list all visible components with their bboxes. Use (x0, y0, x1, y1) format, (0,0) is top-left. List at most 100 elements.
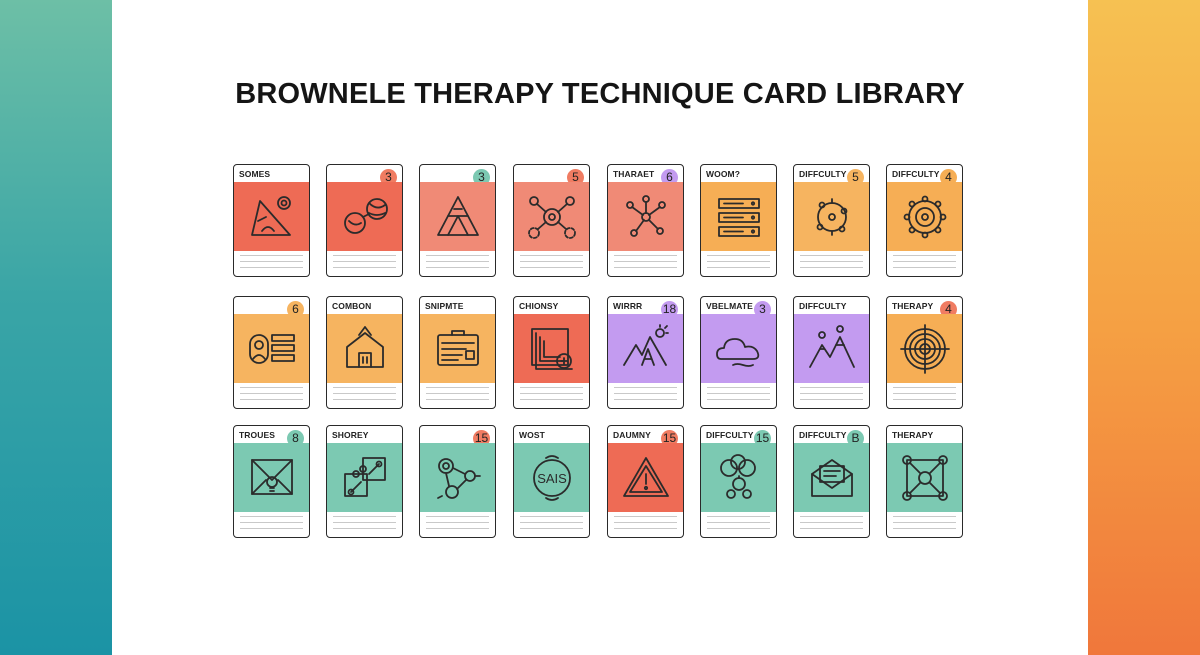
technique-card[interactable]: WIRRR 18 (607, 296, 684, 409)
card-text-lines (426, 511, 489, 529)
card-text-lines (240, 382, 303, 400)
difficulty-badge: 4 (940, 301, 957, 318)
card-header: THARAET 6 (608, 165, 683, 186)
text-line (426, 267, 489, 268)
text-line (614, 255, 677, 256)
technique-card[interactable]: DIFFCULTY 15 (700, 425, 777, 538)
card-label: CHIONSY (519, 301, 559, 311)
mountain-peaks-icon (808, 324, 855, 368)
text-line (333, 516, 396, 517)
technique-card[interactable]: WOOM? (700, 164, 777, 277)
technique-card[interactable]: CHIONSY (513, 296, 590, 409)
technique-card[interactable]: DIFFCULTY B (793, 425, 870, 538)
text-line (520, 393, 583, 394)
technique-card[interactable]: THERAPY 4 (886, 296, 963, 409)
text-line (240, 261, 303, 262)
technique-card[interactable]: 3 (419, 164, 496, 277)
text-line (520, 522, 583, 523)
text-line (333, 261, 396, 262)
technique-card[interactable]: 3 (326, 164, 403, 277)
technique-card[interactable]: SOMES (233, 164, 310, 277)
text-line (240, 267, 303, 268)
technique-card[interactable]: THARAET 6 (607, 164, 684, 277)
technique-card[interactable]: 6 (233, 296, 310, 409)
cloud-cluster-icon (719, 453, 756, 499)
text-line (520, 261, 583, 262)
card-text-lines (707, 382, 770, 400)
card-header: SOMES (234, 165, 309, 182)
text-line (707, 528, 770, 529)
text-line (800, 522, 863, 523)
text-line (707, 261, 770, 262)
technique-card[interactable]: SHOREY (326, 425, 403, 538)
card-header: COMBON (327, 297, 402, 314)
text-line (520, 528, 583, 529)
card-text-lines (240, 511, 303, 529)
text-line (614, 267, 677, 268)
technique-card[interactable]: TROUES 8 (233, 425, 310, 538)
text-line (800, 528, 863, 529)
technique-card[interactable]: DIFFCULTY 5 (793, 164, 870, 277)
text-line (800, 393, 863, 394)
technique-card[interactable]: VBELMATE 3 (700, 296, 777, 409)
text-line (893, 255, 956, 256)
card-header: TROUES 8 (234, 426, 309, 447)
card-text-lines (800, 250, 863, 268)
technique-card[interactable]: DAUMNY 15 (607, 425, 684, 538)
technique-card[interactable]: 5 (513, 164, 590, 277)
text-line (520, 399, 583, 400)
card-label: THARAET (613, 169, 655, 179)
card-illustration (420, 182, 495, 251)
card-text-lines (893, 511, 956, 529)
text-line (520, 516, 583, 517)
card-text-lines (893, 382, 956, 400)
profile-list-icon (248, 333, 295, 364)
card-label: SOMES (239, 169, 271, 179)
card-label: VBELMATE (706, 301, 753, 311)
card-label: WOOM? (706, 169, 741, 179)
text-line (520, 267, 583, 268)
text-line (614, 516, 677, 517)
card-text-lines (240, 250, 303, 268)
text-line (893, 399, 956, 400)
technique-card[interactable]: THERAPY (886, 425, 963, 538)
text-line (240, 255, 303, 256)
text-line (707, 399, 770, 400)
card-illustration (701, 182, 776, 251)
triangle-ruler-icon (250, 195, 291, 236)
text-line (333, 393, 396, 394)
text-line (333, 528, 396, 529)
card-illustration (420, 314, 495, 383)
technique-card[interactable]: DIFFCULTY (793, 296, 870, 409)
text-line (800, 387, 863, 388)
envelope-bulb-icon (250, 458, 293, 495)
text-line (707, 516, 770, 517)
target-gear-icon (903, 195, 946, 238)
sais-text: SAIS (537, 471, 567, 486)
left-gradient-band (0, 0, 112, 655)
difficulty-badge: 4 (940, 169, 957, 186)
technique-card[interactable]: 15 (419, 425, 496, 538)
card-text-lines (333, 382, 396, 400)
card-label: DIFFCULTY (892, 169, 940, 179)
text-line (426, 516, 489, 517)
technique-card[interactable]: DIFFCULTY 4 (886, 164, 963, 277)
text-line (426, 255, 489, 256)
technique-card[interactable]: COMBON (326, 296, 403, 409)
puzzle-pieces-icon (343, 456, 386, 497)
difficulty-badge: 15 (754, 430, 771, 447)
technique-card[interactable]: WOST SAIS (513, 425, 590, 538)
page-title: BROWNELE THERAPY TECHNIQUE CARD LIBRARY (235, 78, 965, 110)
text-line (240, 393, 303, 394)
technique-card[interactable]: SNIPMTE (419, 296, 496, 409)
card-illustration (234, 182, 309, 251)
card-header: DAUMNY 15 (608, 426, 683, 447)
card-header: 5 (514, 165, 589, 186)
card-label: SNIPMTE (425, 301, 464, 311)
text-line (426, 528, 489, 529)
text-line (800, 516, 863, 517)
text-line (240, 528, 303, 529)
bullseye-icon (899, 323, 950, 374)
card-illustration (608, 443, 683, 512)
card-header: DIFFCULTY B (794, 426, 869, 447)
